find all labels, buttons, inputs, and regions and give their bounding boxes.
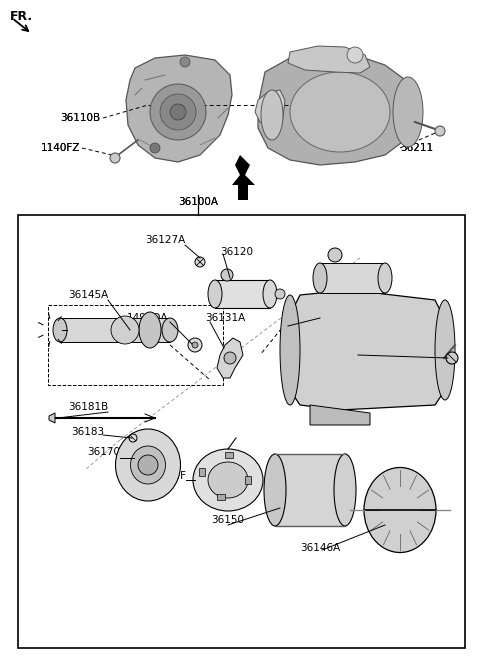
Bar [245,476,251,484]
Text: 36150: 36150 [212,515,244,525]
Text: 36170: 36170 [87,447,120,457]
Ellipse shape [263,280,277,308]
Ellipse shape [393,77,423,147]
Text: 36110: 36110 [285,317,318,327]
Bar [199,468,205,476]
Polygon shape [255,90,285,126]
Circle shape [188,338,202,352]
Ellipse shape [364,468,436,553]
Text: 36110B: 36110B [60,113,100,123]
Ellipse shape [193,449,263,511]
Text: 36100A: 36100A [178,197,218,207]
Circle shape [150,143,160,153]
Circle shape [170,104,186,120]
Ellipse shape [162,318,178,342]
Text: 1140FZ: 1140FZ [41,143,80,153]
Circle shape [192,342,198,348]
Ellipse shape [378,263,392,293]
Ellipse shape [290,72,390,152]
Bar [217,494,225,500]
Polygon shape [258,52,418,165]
Bar [320,263,385,293]
Ellipse shape [139,312,161,348]
Bar [18,215,465,648]
Circle shape [347,47,363,63]
Polygon shape [290,290,445,410]
Text: 36114E: 36114E [358,345,397,355]
Text: 1492DA: 1492DA [127,313,168,323]
Bar [275,454,345,526]
Text: FR.: FR. [10,10,33,23]
Circle shape [129,434,137,442]
Ellipse shape [208,462,248,498]
Text: 36127A: 36127A [145,235,185,245]
Ellipse shape [280,295,300,405]
Text: 36110B: 36110B [60,113,100,123]
Polygon shape [310,405,370,425]
Ellipse shape [131,446,166,484]
Polygon shape [217,338,243,378]
Text: 36211: 36211 [400,143,433,153]
Text: 36183: 36183 [71,427,104,437]
Bar [225,452,233,458]
Circle shape [224,352,236,364]
Circle shape [328,248,342,262]
Circle shape [435,126,445,136]
Bar [48,305,223,385]
Circle shape [275,289,285,299]
Ellipse shape [53,318,67,342]
Ellipse shape [264,454,286,526]
Circle shape [138,455,158,475]
Text: 36131A: 36131A [205,313,245,323]
Circle shape [446,352,458,364]
Text: 1140FZ: 1140FZ [41,143,80,153]
Ellipse shape [313,263,327,293]
Circle shape [160,94,196,130]
Polygon shape [288,46,370,73]
Bar [60,318,170,342]
Text: 36100A: 36100A [178,197,218,207]
Polygon shape [126,55,232,162]
Ellipse shape [435,300,455,400]
Text: 36146A: 36146A [300,543,340,553]
Text: 36181B: 36181B [68,402,108,412]
Ellipse shape [334,454,356,526]
Text: 36145A: 36145A [68,290,108,300]
Ellipse shape [208,280,222,308]
Circle shape [150,84,206,140]
Text: 36172F: 36172F [147,471,186,481]
Text: 36211: 36211 [400,143,433,153]
Text: 36120: 36120 [220,247,253,257]
Circle shape [221,269,233,281]
Circle shape [195,257,205,267]
Ellipse shape [261,90,283,140]
Circle shape [111,316,139,344]
Circle shape [180,57,190,67]
Polygon shape [49,413,55,423]
Bar [215,280,270,308]
Polygon shape [232,155,255,200]
Ellipse shape [116,429,180,501]
Circle shape [110,153,120,163]
